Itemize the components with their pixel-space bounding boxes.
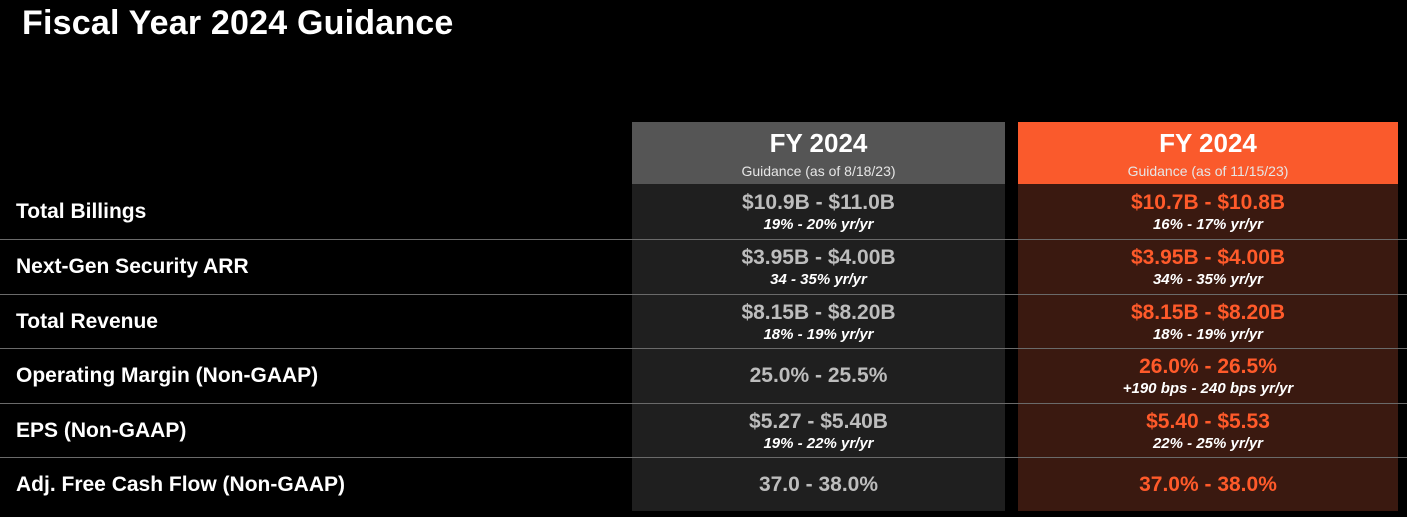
row-divider xyxy=(0,348,1407,349)
row-divider xyxy=(0,239,1407,240)
previous-growth: 19% - 20% yr/yr xyxy=(763,215,874,233)
updated-guidance-cell: 37.0% - 38.0% xyxy=(1018,458,1398,512)
previous-guidance-cell: $3.95B - $4.00B 34 - 35% yr/yr xyxy=(632,240,1005,294)
previous-value: 25.0% - 25.5% xyxy=(749,364,888,387)
updated-value: $10.7B - $10.8B xyxy=(1130,190,1286,214)
row-label: EPS (Non-GAAP) xyxy=(16,419,187,442)
previous-value: $8.15B - $8.20B xyxy=(741,300,896,324)
previous-value: 37.0 - 38.0% xyxy=(758,473,879,496)
previous-value: $3.95B - $4.00B xyxy=(741,245,896,269)
previous-guidance-column xyxy=(632,184,1005,511)
previous-growth: 19% - 22% yr/yr xyxy=(763,434,874,452)
updated-guidance-column xyxy=(1018,184,1398,511)
updated-value: 37.0% - 38.0% xyxy=(1139,473,1277,496)
row-label: Operating Margin (Non-GAAP) xyxy=(16,364,319,387)
previous-growth: 34 - 35% yr/yr xyxy=(770,270,867,288)
previous-guidance-cell: $5.27 - $5.40B 19% - 22% yr/yr xyxy=(632,404,1005,458)
previous-value: $5.27 - $5.40B xyxy=(749,409,888,433)
updated-growth: 22% - 25% yr/yr xyxy=(1152,434,1264,452)
updated-guidance-cell: $8.15B - $8.20B 18% - 19% yr/yr xyxy=(1018,295,1398,349)
row-label: Total Revenue xyxy=(16,310,158,333)
updated-growth: 18% - 19% yr/yr xyxy=(1152,325,1264,343)
table-row: Total Billings $10.9B - $11.0B 19% - 20%… xyxy=(0,185,1407,239)
row-divider xyxy=(0,457,1407,458)
updated-guidance-cell: $5.40 - $5.53 22% - 25% yr/yr xyxy=(1018,404,1398,458)
previous-value: $10.9B - $11.0B xyxy=(742,190,895,214)
updated-guidance-heading: FY 2024 xyxy=(1159,128,1257,158)
table-row: EPS (Non-GAAP) $5.27 - $5.40B 19% - 22% … xyxy=(0,404,1407,458)
previous-guidance-header: FY 2024 Guidance (as of 8/18/23) xyxy=(632,122,1005,184)
previous-growth: 18% - 19% yr/yr xyxy=(763,325,874,343)
updated-guidance-subheading: Guidance (as of 11/15/23) xyxy=(1127,163,1289,179)
previous-guidance-cell: 25.0% - 25.5% xyxy=(632,349,1005,403)
updated-guidance-cell: $3.95B - $4.00B 34% - 35% yr/yr xyxy=(1018,240,1398,294)
table-row: Operating Margin (Non-GAAP) 25.0% - 25.5… xyxy=(0,349,1407,403)
previous-guidance-heading: FY 2024 xyxy=(769,128,868,158)
row-divider xyxy=(0,403,1407,404)
updated-value: $8.15B - $8.20B xyxy=(1130,300,1286,324)
updated-growth: 34% - 35% yr/yr xyxy=(1152,270,1264,288)
updated-guidance-header: FY 2024 Guidance (as of 11/15/23) xyxy=(1018,122,1398,184)
page-title: Fiscal Year 2024 Guidance xyxy=(22,4,454,42)
previous-guidance-cell: $10.9B - $11.0B 19% - 20% yr/yr xyxy=(632,185,1005,239)
updated-growth: +190 bps - 240 bps yr/yr xyxy=(1122,379,1294,397)
updated-value: $3.95B - $4.00B xyxy=(1130,245,1286,269)
previous-guidance-subheading: Guidance (as of 8/18/23) xyxy=(741,163,896,179)
previous-guidance-cell: 37.0 - 38.0% xyxy=(632,458,1005,512)
row-label: Next-Gen Security ARR xyxy=(16,255,249,278)
updated-value: 26.0% - 26.5% xyxy=(1139,354,1277,378)
row-label: Adj. Free Cash Flow (Non-GAAP) xyxy=(16,473,346,496)
updated-guidance-cell: $10.7B - $10.8B 16% - 17% yr/yr xyxy=(1018,185,1398,239)
table-row: Adj. Free Cash Flow (Non-GAAP) 37.0 - 38… xyxy=(0,458,1407,512)
previous-guidance-cell: $8.15B - $8.20B 18% - 19% yr/yr xyxy=(632,295,1005,349)
updated-growth: 16% - 17% yr/yr xyxy=(1152,215,1264,233)
table-row: Total Revenue $8.15B - $8.20B 18% - 19% … xyxy=(0,295,1407,349)
row-label: Total Billings xyxy=(16,200,147,223)
row-divider xyxy=(0,294,1407,295)
updated-value: $5.40 - $5.53 xyxy=(1146,409,1270,433)
updated-guidance-cell: 26.0% - 26.5% +190 bps - 240 bps yr/yr xyxy=(1018,349,1398,403)
table-row: Next-Gen Security ARR $3.95B - $4.00B 34… xyxy=(0,240,1407,294)
